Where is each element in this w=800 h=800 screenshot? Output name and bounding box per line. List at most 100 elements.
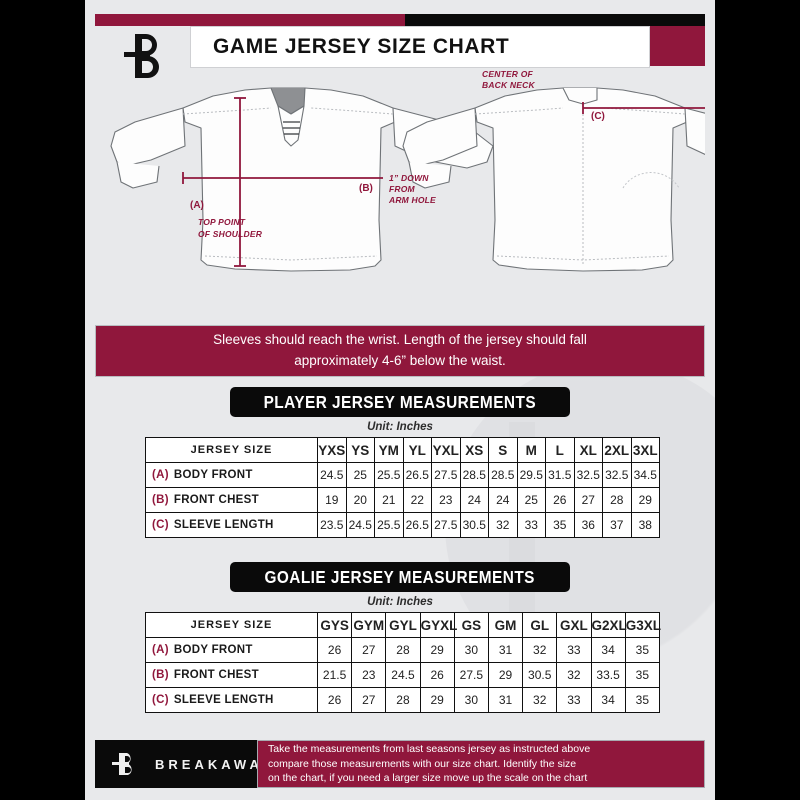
measurement-cell: 23.5 [317,512,347,538]
measurement-cell: 34.5 [630,462,660,488]
row-label: (B) FRONT CHEST [145,487,318,513]
measurement-cell: 24.5 [385,662,421,688]
label-back-neck-line1: CENTER OF [482,69,533,79]
breakaway-logo-icon [118,28,174,84]
label-top-point-of-shoulder-line2: OF SHOULDER [198,229,263,239]
measurement-cell: 24.5 [317,462,347,488]
measurement-cell: 20 [345,487,375,513]
size-header-gs: GS [453,612,489,638]
row-label: (A) BODY FRONT [145,462,318,488]
size-header-xs: XS [459,437,489,463]
table-row: (A) BODY FRONT 24.5 25 25.5 26.5 27.5 28.5 28.5 2… [145,462,660,488]
measurement-cell: 27 [351,637,387,663]
player-measurements-table: JERSEY SIZE YXS YS YM YL YXL XS S M L XL 2XL 3XL (A) B… [145,437,660,538]
measurement-cell: 29 [419,687,455,713]
measurement-cell: 27 [573,487,603,513]
measurement-cell: 30 [453,637,489,663]
table-row: (C) SLEEVE LENGTH 26 27 28 29 30 31 32 33 34 35 [145,687,661,713]
measurement-cell: 38 [630,512,660,538]
player-section-heading-text: PLAYER JERSEY MEASUREMENTS [263,391,537,412]
measurement-cell: 31.5 [545,462,575,488]
size-header-g2xl: G2XL [590,612,627,638]
size-header-3xl: 3XL [630,437,660,463]
measurement-cell: 34 [590,637,626,663]
header-maroon-bar-left [95,14,405,26]
size-header-yxs: YXS [317,437,347,463]
size-header-gys: GYS [316,612,353,638]
breakaway-logo-small-icon [109,750,143,778]
label-top-point-of-shoulder-line1: TOP POINT [198,217,246,227]
size-header-gxl: GXL [556,612,592,638]
row-tag: (B) [152,669,169,681]
measurement-cell: 25.5 [374,512,404,538]
size-header-l: L [545,437,575,463]
measurement-cell: 33 [556,687,592,713]
label-arm-hole-line1: 1” DOWN [389,173,429,183]
footer-logo: BREAKAWAY [95,740,275,788]
measurement-cell: 25 [345,462,375,488]
footer-instructions: Take the measurements from last seasons … [257,740,705,788]
table-header-row: JERSEY SIZE GYS GYM GYL GYXL GS GM GL GXL G2XL G3X… [145,612,661,638]
measurement-cell: 26.5 [402,512,432,538]
measurement-cell: 22 [402,487,432,513]
row-tag: (C) [152,519,169,531]
size-header-m: M [516,437,546,463]
measurement-cell: 26 [419,662,455,688]
measurement-cell: 26 [545,487,575,513]
measurement-cell: 29 [630,487,660,513]
table-row: (A) BODY FRONT 26 27 28 29 30 31 32 33 34 35 [145,637,661,663]
jersey-diagrams: (A) TOP POINT OF SHOULDER (B) 1” DOWN FR… [95,69,715,315]
table-row: (C) SLEEVE LENGTH 23.5 24.5 25.5 26.5 27.5 30.5… [145,512,660,538]
size-chart-page: GAME JERSEY SIZE CHART [85,0,715,800]
size-header-gyl: GYL [385,612,421,638]
size-header-s: S [488,437,518,463]
table-row: (B) FRONT CHEST 19 20 21 22 23 24 24 25 26 27 28 29 [145,487,660,513]
measurement-cell: 32 [488,512,518,538]
row-tag: (C) [152,694,169,706]
measurement-cell: 37 [602,512,632,538]
measurement-cell: 33 [516,512,546,538]
size-header-ys: YS [345,437,375,463]
player-section-heading: PLAYER JERSEY MEASUREMENTS [230,387,570,417]
marker-a: (A) [190,200,204,211]
size-header-gyxl: GYXL [419,612,457,638]
size-header-yl: YL [402,437,432,463]
fit-note-line1: Sleeves should reach the wrist. Length o… [213,332,587,348]
row-label: (C) SLEEVE LENGTH [145,512,318,538]
size-header-g3xl: G3XL [624,612,661,638]
size-header-yxl: YXL [431,437,461,463]
measurement-cell: 24 [459,487,489,513]
measurement-cell: 32 [556,662,592,688]
measurement-cell: 24 [488,487,518,513]
measurement-cell: 33.5 [590,662,626,688]
label-arm-hole-line3: ARM HOLE [389,195,436,205]
fit-note-line2: approximately 4-6” below the waist. [294,353,506,368]
measurement-cell: 28 [385,637,421,663]
measurement-cell: 28.5 [459,462,489,488]
measurement-cell: 35 [624,637,661,663]
measurement-cell: 31 [487,637,524,663]
measurement-cell: 25.5 [374,462,404,488]
size-header-gym: GYM [351,612,387,638]
goalie-unit-label: Unit: Inches [367,596,433,608]
label-arm-hole-line2: FROM [389,184,415,194]
row-label: (A) BODY FRONT [145,637,318,663]
footer-instructions-line2: compare those measurements with our size… [268,757,577,770]
measurement-cell: 30.5 [522,662,558,688]
measurement-cell: 21 [374,487,404,513]
measurement-cell: 30.5 [459,512,489,538]
jersey-diagram-svg [110,87,715,272]
marker-b: (B) [359,183,373,194]
goalie-measurements-table: JERSEY SIZE GYS GYM GYL GYXL GS GM GL GXL G2XL G3X… [145,612,661,713]
measurement-cell: 27.5 [431,462,461,488]
measurement-cell: 30 [453,687,489,713]
row-tag: (A) [152,469,169,481]
goalie-section-heading: GOALIE JERSEY MEASUREMENTS [230,562,570,592]
size-header-gm: GM [487,612,524,638]
measurement-cell: 29 [487,662,524,688]
measurement-cell: 36 [573,512,603,538]
row-tag: (A) [152,644,169,656]
fit-note-banner: Sleeves should reach the wrist. Length o… [95,325,705,377]
row-label: (C) SLEEVE LENGTH [145,687,318,713]
measurement-cell: 32 [522,687,558,713]
